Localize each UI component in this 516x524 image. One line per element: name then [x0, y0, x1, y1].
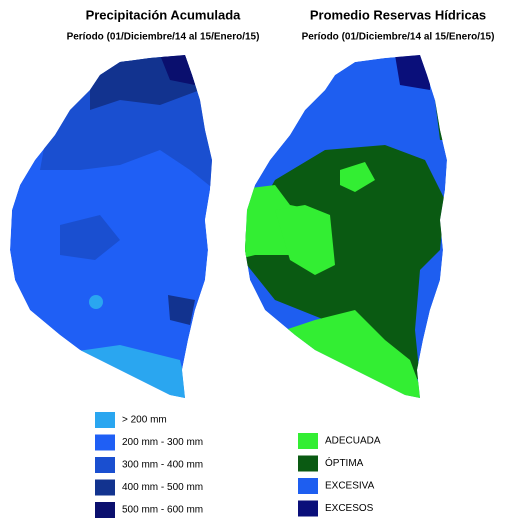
map-subtitle: Período (01/Diciembre/14 al 15/Enero/15) — [67, 32, 260, 43]
legend-label: 300 mm - 400 mm — [122, 460, 203, 471]
legend-swatch — [95, 457, 115, 473]
legend-label: > 200 mm — [122, 415, 167, 426]
legend-swatch — [95, 412, 115, 428]
legend-swatch — [95, 502, 115, 518]
legend-label: ADECUADA — [325, 436, 381, 447]
legend-swatch — [298, 433, 318, 449]
legend-label: 500 mm - 600 mm — [122, 505, 203, 516]
legend-label: 400 mm - 500 mm — [122, 482, 203, 493]
precip-map — [10, 55, 212, 398]
reserves-map — [245, 55, 447, 398]
legend-label: ÓPTIMA — [325, 456, 364, 469]
legend-swatch — [95, 434, 115, 451]
legend-swatch — [298, 478, 318, 494]
legend-label: 200 mm - 300 mm — [122, 437, 203, 448]
map-subtitle: Período (01/Diciembre/14 al 15/Enero/15) — [302, 32, 495, 43]
legend-label: EXCESIVA — [325, 481, 375, 492]
legend-swatch — [298, 500, 318, 517]
legend-label: EXCESOS — [325, 503, 374, 514]
map-title: Precipitación Acumulada — [86, 7, 242, 22]
legend-swatch — [95, 479, 115, 496]
legend-swatch — [298, 455, 318, 472]
map-title: Promedio Reservas Hídricas — [310, 7, 486, 22]
